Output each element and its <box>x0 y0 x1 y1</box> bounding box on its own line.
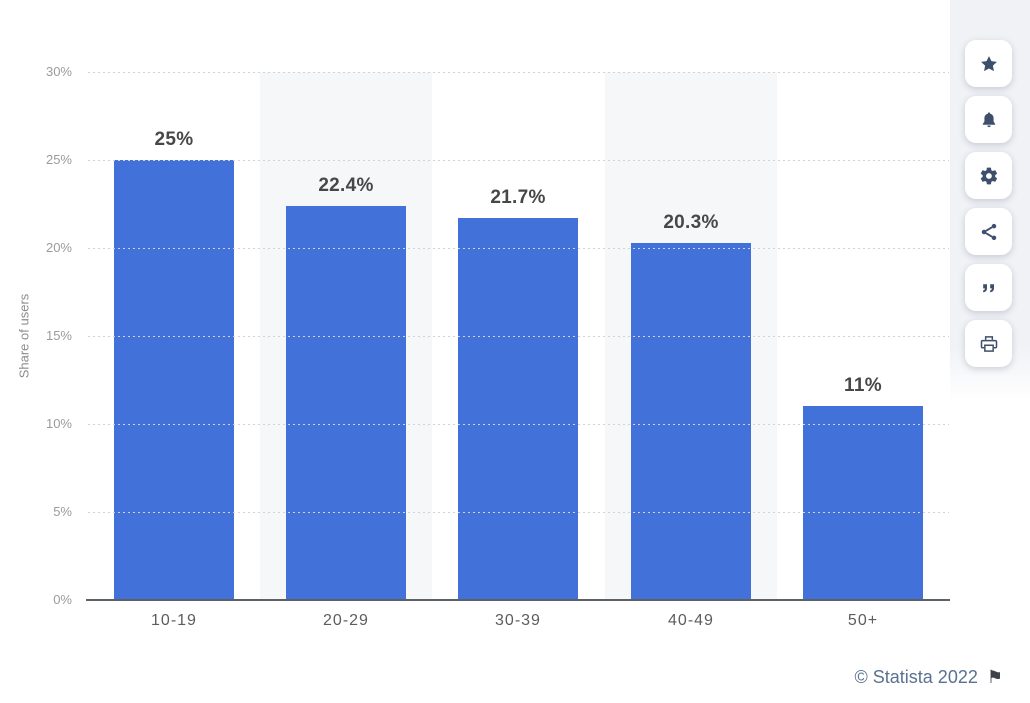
x-tick-label: 30-39 <box>495 612 541 629</box>
gridline <box>88 160 949 161</box>
bar[interactable] <box>803 406 923 600</box>
chart-attribution: © Statista 2022 ⚑ <box>855 665 1003 689</box>
bar-value-label: 21.7% <box>490 187 546 208</box>
y-tick-label: 25% <box>45 152 72 167</box>
toolbar-button-settings[interactable] <box>965 152 1012 199</box>
bar-slot: 11% <box>777 72 949 600</box>
y-tick-label: 20% <box>45 240 72 255</box>
x-axis-line <box>86 599 950 601</box>
bar-slot: 21.7% <box>432 72 604 600</box>
statista-copyright-link[interactable]: © Statista 2022 <box>854 666 978 687</box>
gridline <box>88 512 949 513</box>
bell-icon <box>979 110 999 130</box>
bar[interactable] <box>458 218 578 600</box>
bar[interactable] <box>631 243 751 600</box>
gridline <box>88 72 949 73</box>
bar[interactable] <box>114 160 234 600</box>
bar-value-label: 20.3% <box>663 212 719 233</box>
bar[interactable] <box>286 206 406 600</box>
bar-value-label: 25% <box>154 129 194 150</box>
gridline <box>88 248 949 249</box>
y-tick-label: 30% <box>45 64 72 79</box>
toolbar-button-cite[interactable] <box>965 264 1012 311</box>
star-icon <box>979 54 999 74</box>
toolbar-button-print[interactable] <box>965 320 1012 367</box>
y-tick-label: 5% <box>53 504 72 519</box>
x-tick-label: 40-49 <box>668 612 714 629</box>
toolbar-button-favorite[interactable] <box>965 40 1012 87</box>
bar-slot: 25% <box>88 72 260 600</box>
quote-icon <box>979 278 999 298</box>
toolbar-button-alerts[interactable] <box>965 96 1012 143</box>
toolbar-button-share[interactable] <box>965 208 1012 255</box>
x-tick-label: 10-19 <box>151 612 197 629</box>
gear-icon <box>979 166 999 186</box>
share-icon <box>979 222 999 242</box>
x-tick-label: 20-29 <box>323 612 369 629</box>
y-tick-label: 10% <box>45 416 72 431</box>
y-tick-label: 15% <box>45 328 72 343</box>
flag-icon[interactable]: ⚑ <box>986 667 1003 687</box>
bar-value-label: 11% <box>844 375 882 396</box>
gridline <box>88 336 949 337</box>
x-tick-label: 50+ <box>847 612 879 629</box>
y-tick-label: 0% <box>53 592 72 607</box>
y-axis-title: Share of users <box>16 293 32 379</box>
gridline <box>88 424 949 425</box>
bar-value-label: 22.4% <box>318 175 374 196</box>
print-icon <box>979 334 999 354</box>
